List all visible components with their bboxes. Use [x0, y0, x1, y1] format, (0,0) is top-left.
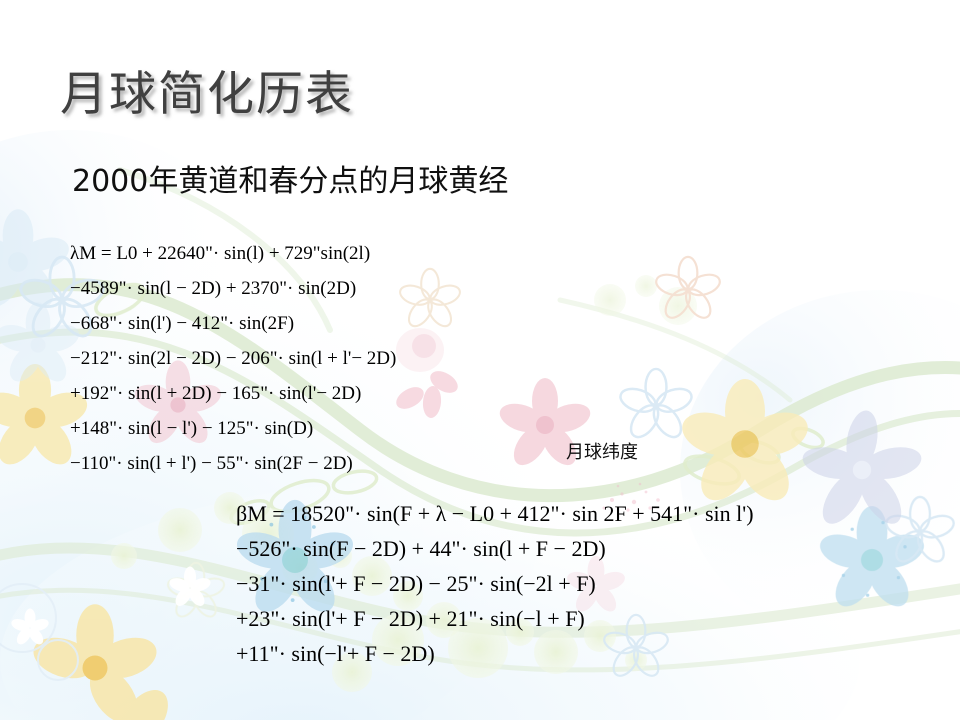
formula-line: −4589"· sin(l − 2D) + 2370"· sin(2D)	[70, 278, 357, 299]
berry-cluster-upper	[594, 275, 697, 325]
subtitle: 2000年黄道和春分点的月球黄经	[72, 164, 509, 199]
flower-blue-speckled-right	[820, 506, 924, 607]
formula-line: −31"· sin(l'+ F − 2D) − 25"· sin(−2l + F…	[236, 571, 596, 596]
formula-line: +11"· sin(−l'+ F − 2D)	[236, 641, 435, 666]
formula-line: −212"· sin(2l − 2D) − 206"· sin(l + l'− …	[70, 348, 397, 369]
formula-line: +23"· sin(l'+ F − 2D) + 21"· sin(−l + F)	[236, 606, 585, 631]
small-white-blossoms	[11, 566, 211, 645]
formula-line: −110"· sin(l + l') − 55"· sin(2F − 2D)	[70, 453, 353, 474]
formula-line: −526"· sin(F − 2D) + 44"· sin(l + F − 2D…	[236, 536, 606, 561]
flower-yellow-right	[682, 379, 808, 501]
faint-circle-outlines	[0, 583, 79, 681]
formula-line: βM = 18520"· sin(F + λ − L0 + 412"· sin …	[236, 501, 754, 526]
flower-pink-petals-upper	[396, 328, 458, 418]
page-title: 月球简化历表	[60, 67, 354, 122]
formula-line: λM = L0 + 22640"· sin(l) + 729"sin(2l)	[70, 243, 371, 264]
flower-lavender-right	[802, 410, 922, 524]
flower-yellow-bottom-left	[33, 604, 168, 720]
lunar-longitude-formula: λM = L0 + 22640"· sin(l) + 729"sin(2l) −…	[70, 236, 396, 481]
formula-line: −668"· sin(l') − 412"· sin(2F)	[70, 313, 295, 334]
lunar-latitude-formula: βM = 18520"· sin(F + λ − L0 + 412"· sin …	[236, 496, 754, 671]
formula-line: +148"· sin(l − l') − 125"· sin(D)	[70, 418, 314, 439]
latitude-section-label: 月球纬度	[566, 442, 638, 463]
flower-blue-left-edge	[0, 209, 69, 308]
formula-line: +192"· sin(l + 2D) − 165"· sin(l'− 2D)	[70, 383, 362, 404]
